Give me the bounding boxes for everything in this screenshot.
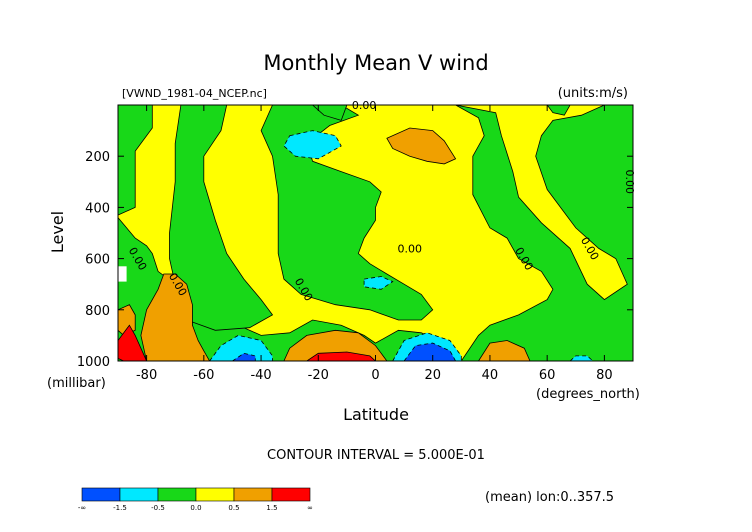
contour-interval-label: CONTOUR INTERVAL = 5.000E-01 — [267, 448, 485, 463]
colorbar: -∞ -1.5 -0.5 0.0 0.5 1.5 ∞ — [78, 487, 313, 512]
contour-label-7: 0.00 — [623, 170, 636, 195]
colorbar-swatch-5 — [271, 487, 311, 502]
contour-region-orange-19 — [283, 329, 388, 361]
chart-title: Monthly Mean V wind — [263, 51, 488, 75]
y-axis-label: Level — [48, 211, 67, 253]
contour-region-cyan-10 — [209, 334, 273, 361]
contour-region-cyan-13 — [569, 355, 594, 361]
y-axis-unit: (millibar) — [47, 376, 106, 391]
dataset-label: [VWND_1981-04_NCEP.nc] — [122, 87, 267, 100]
colorbar-tick-4: 0.5 — [228, 504, 239, 512]
x-tick-label-4: 0 — [371, 368, 379, 383]
axes: -80 -60 -40 -20 0 20 40 60 80 200 400 600 800 1000 — [77, 104, 634, 383]
contour-region-green-3 — [169, 105, 274, 331]
colorbar-tick-2: -0.5 — [151, 504, 165, 512]
footnote: (mean) lon:0..357.5 — [485, 490, 614, 505]
contour-region-green-5 — [312, 105, 348, 121]
colorbar-swatch-4 — [233, 487, 273, 502]
colorbar-tick-5: 1.5 — [266, 504, 277, 512]
x-tick-label-5: 20 — [424, 368, 441, 383]
contour-region-red-22 — [306, 351, 377, 361]
units-label: (units:m/s) — [558, 86, 628, 101]
colorbar-tick-1: -1.5 — [113, 504, 127, 512]
contour-region-cyan-9 — [363, 276, 394, 290]
x-tick-label-1: -60 — [193, 368, 214, 383]
colorbar-tick-0: -∞ — [78, 504, 86, 512]
contour-region-orange-17 — [140, 273, 211, 361]
y-tick-label-2: 600 — [85, 253, 110, 268]
colorbar-swatch-3 — [195, 487, 235, 502]
x-tick-label-0: -80 — [136, 368, 157, 383]
y-tick-label-0: 200 — [85, 150, 110, 165]
x-tick-label-6: 40 — [482, 368, 499, 383]
contour-label-4: 0.00 — [398, 242, 423, 255]
contour-region-orange-20 — [478, 340, 531, 361]
x-tick-label-8: 80 — [596, 368, 613, 383]
contour-region-blue-15 — [403, 342, 457, 361]
contour-region-white-23 — [118, 266, 127, 282]
contour-region-orange-16 — [386, 127, 457, 165]
contour-region-blue-14 — [231, 352, 256, 361]
colorbar-tick-3: 0.0 — [190, 504, 201, 512]
x-tick-label-3: -20 — [308, 368, 329, 383]
colorbar-swatch-2 — [157, 487, 197, 502]
y-tick-label-4: 1000 — [77, 355, 110, 370]
y-tick-label-3: 800 — [85, 304, 110, 319]
colorbar-swatch-1 — [119, 487, 159, 502]
x-axis-label: Latitude — [343, 405, 409, 424]
x-tick-label-7: 60 — [539, 368, 556, 383]
contour-region-cyan-8 — [283, 130, 342, 160]
contour-region-red-21 — [118, 324, 148, 361]
plot-area — [118, 105, 633, 361]
contour-region-green-6 — [455, 105, 633, 361]
contour-region-green-1 — [118, 105, 153, 216]
y-tick-label-1: 400 — [85, 201, 110, 216]
colorbar-swatch-0 — [81, 487, 121, 502]
contour-region-green-7 — [546, 105, 571, 116]
x-tick-label-2: -40 — [250, 368, 271, 383]
colorbar-tick-6: ∞ — [307, 504, 313, 512]
x-axis-unit: (degrees_north) — [536, 387, 640, 402]
